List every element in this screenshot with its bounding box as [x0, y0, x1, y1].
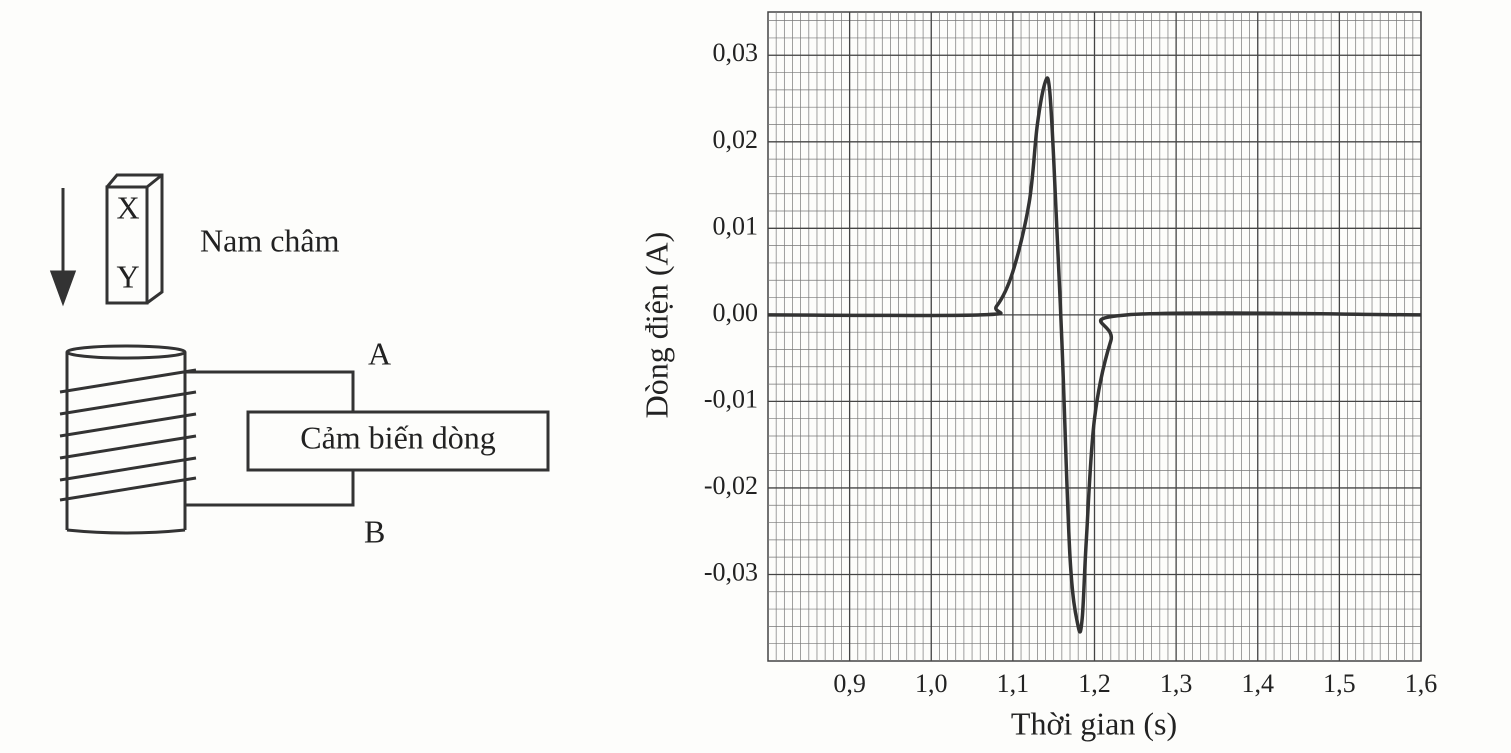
y-tick-label: -0,01: [704, 384, 758, 413]
magnet-top: [105, 173, 164, 305]
terminal-label: A: [368, 335, 391, 371]
x-tick-label: 1,6: [1405, 669, 1438, 698]
x-tick-label: 1,4: [1242, 669, 1275, 698]
x-tick-label: 1,0: [915, 669, 948, 698]
x-tick-label: 1,1: [997, 669, 1030, 698]
y-tick-label: 0,03: [713, 38, 759, 67]
coil-bottom: [66, 528, 186, 535]
y-tick-label: 0,00: [713, 298, 759, 327]
x-tick-label: 0,9: [833, 669, 866, 698]
y-axis-label: Dòng điện (A): [638, 232, 674, 419]
coil-winding: [59, 368, 197, 502]
arrow-head: [49, 270, 77, 307]
chart: 0,9 1,0 1,1 1,2 1,3 1,4 1,5 1,6 -0,03 -0,02 -0,01 0…: [704, 11, 1438, 698]
x-tick-label: 1,3: [1160, 669, 1193, 698]
y-tick-label: 0,01: [713, 211, 759, 240]
x-tick-label: 1,2: [1078, 669, 1111, 698]
magnet-label: Nam châm: [200, 222, 340, 258]
magnet-pole: X: [116, 189, 139, 225]
sensor-label: Cảm biến dòng: [300, 419, 496, 455]
y-tick-label: -0,02: [704, 471, 758, 500]
x-axis-label: Thời gian (s): [1011, 705, 1177, 741]
magnet: [105, 185, 149, 305]
y-tick-label: -0,03: [704, 557, 758, 586]
sensor-box: [246, 410, 550, 472]
magnet-pole: Y: [116, 258, 139, 294]
coil-top: [65, 344, 187, 360]
wire: [185, 370, 355, 507]
terminal-label: B: [364, 513, 385, 549]
y-tick-label: 0,02: [713, 125, 759, 154]
x-tick-label: 1,5: [1323, 669, 1356, 698]
data-line: [767, 76, 1422, 634]
diagram: [49, 173, 550, 535]
